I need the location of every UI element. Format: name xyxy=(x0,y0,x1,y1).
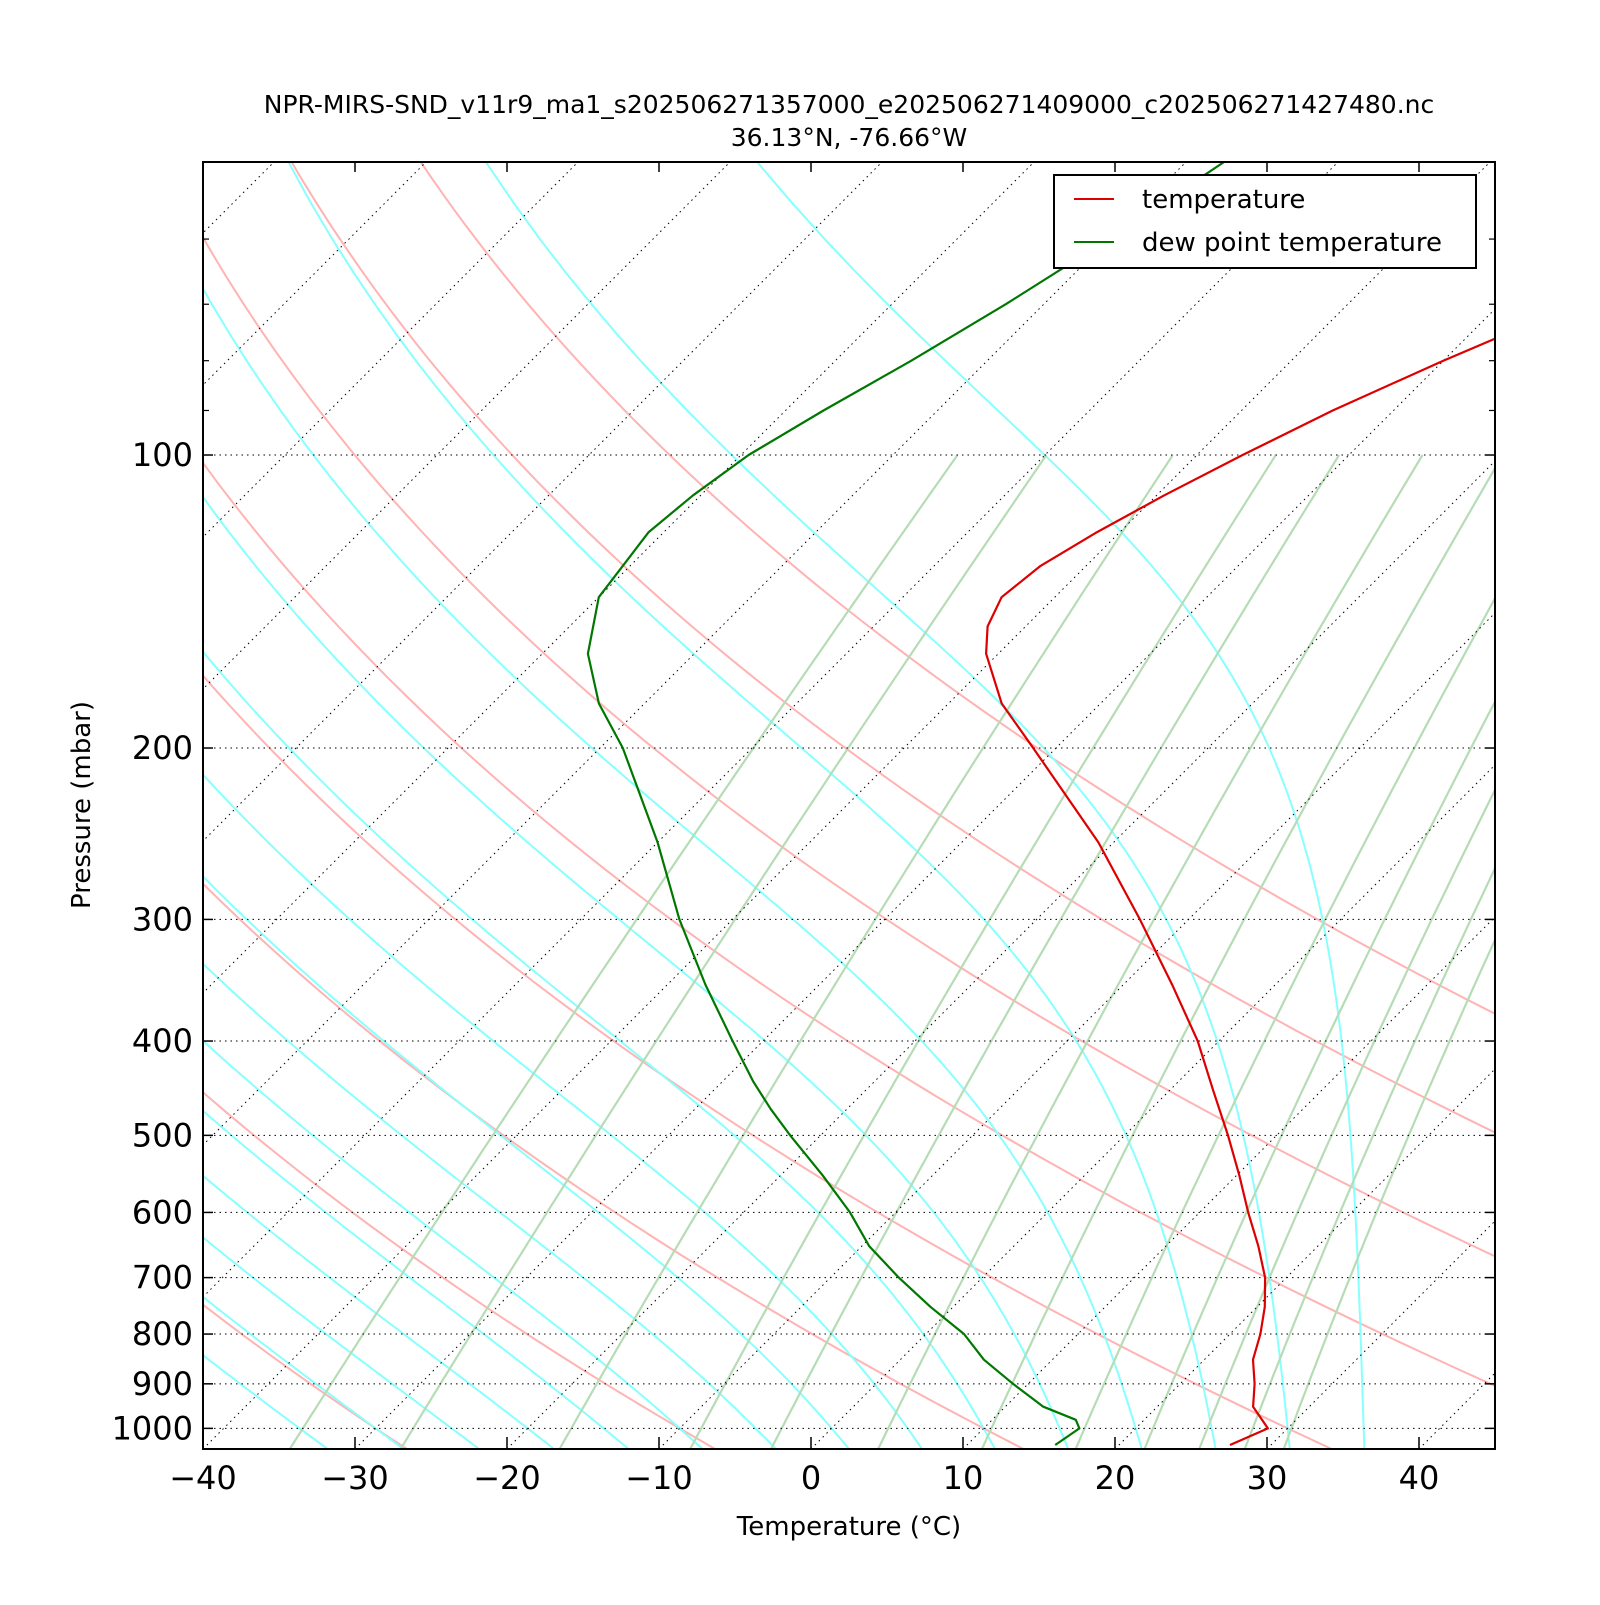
mixing-ratio-line xyxy=(560,455,1173,1449)
y-tick-label: 600 xyxy=(132,1193,193,1231)
mixing-ratio-line xyxy=(1284,455,1600,1449)
moist-adiabat xyxy=(288,162,1215,1449)
dry-adiabat xyxy=(421,162,1600,1449)
mixing-ratio-line xyxy=(1245,455,1600,1449)
y-tick-label: 800 xyxy=(132,1315,193,1353)
mixing-ratio-line xyxy=(690,455,1276,1449)
legend-label-dewpoint: dew point temperature xyxy=(1142,228,1442,258)
y-tick-label: 400 xyxy=(132,1022,193,1060)
isotherm-gridline xyxy=(811,162,1600,1449)
chart-title: NPR-MIRS-SND_v11r9_ma1_s202506271357000_… xyxy=(264,90,1435,119)
dry-adiabat xyxy=(33,162,1600,1449)
isotherm-gridline xyxy=(0,162,426,1449)
moist-adiabat xyxy=(0,162,922,1449)
series-lines xyxy=(588,162,1600,1445)
y-tick-label: 100 xyxy=(132,436,193,474)
moist-adiabat xyxy=(757,162,1364,1449)
y-tick-label: 500 xyxy=(132,1116,193,1154)
isotherm-gridline xyxy=(1419,162,1600,1449)
x-tick-label: 40 xyxy=(1399,1459,1440,1497)
mixing-ratio-line xyxy=(290,455,958,1449)
isotherm-gridline xyxy=(355,162,1600,1449)
mixing-ratio-line xyxy=(1199,455,1600,1449)
plot-frame xyxy=(203,162,1495,1449)
dry-adiabat xyxy=(0,162,715,1449)
x-tick-label: −10 xyxy=(625,1459,693,1497)
isotherm-gridline xyxy=(0,162,882,1449)
background-lines xyxy=(0,162,1600,1449)
y-tick-label: 700 xyxy=(132,1259,193,1297)
x-tick-label: 20 xyxy=(1095,1459,1136,1497)
y-tick-label: 300 xyxy=(132,900,193,938)
temperature-line xyxy=(986,162,1600,1445)
legend-label-temperature: temperature xyxy=(1142,185,1305,215)
x-axis-label: Temperature (°C) xyxy=(736,1512,961,1542)
moist-adiabat xyxy=(486,162,1290,1449)
mixing-ratio-line xyxy=(1145,455,1600,1449)
x-tick-label: 10 xyxy=(943,1459,984,1497)
isotherm-gridline xyxy=(0,162,1186,1449)
isotherm-gridline xyxy=(0,162,122,1449)
moist-adiabat xyxy=(140,162,1142,1449)
mixing-ratio-line xyxy=(1076,455,1575,1449)
mixing-ratio-line xyxy=(401,455,1047,1449)
isotherm-gridline xyxy=(1267,162,1600,1449)
y-tick-label: 900 xyxy=(132,1365,193,1403)
dry-adiabat xyxy=(0,162,1332,1449)
grid-lines xyxy=(0,162,1600,1449)
chart-subtitle: 36.13°N, -76.66°W xyxy=(731,123,967,152)
isotherm-gridline xyxy=(1571,162,1600,1449)
moist-adiabat xyxy=(0,162,995,1449)
x-tick-label: 0 xyxy=(801,1459,821,1497)
x-tick-label: −30 xyxy=(321,1459,389,1497)
x-tick-label: −20 xyxy=(473,1459,541,1497)
axes: −40 −30 −20 −10 0 10 20 30 40 100 200 300 400 500 600 7… xyxy=(112,162,1495,1497)
moist-adiabat xyxy=(0,162,404,1449)
y-tick-label: 1000 xyxy=(112,1409,193,1447)
x-tick-label: −40 xyxy=(169,1459,237,1497)
moist-adiabat xyxy=(25,162,1069,1449)
dry-adiabat xyxy=(0,162,1023,1449)
x-tick-label: 30 xyxy=(1247,1459,1288,1497)
mixing-ratio-line xyxy=(982,455,1503,1449)
y-tick-label: 200 xyxy=(132,729,193,767)
moist-adiabat xyxy=(0,162,703,1449)
isotherm-gridline xyxy=(203,162,1490,1449)
y-axis-label: Pressure (mbar) xyxy=(67,701,97,909)
isotherm-gridline xyxy=(0,162,730,1449)
legend: temperature dew point temperature xyxy=(1054,175,1476,268)
